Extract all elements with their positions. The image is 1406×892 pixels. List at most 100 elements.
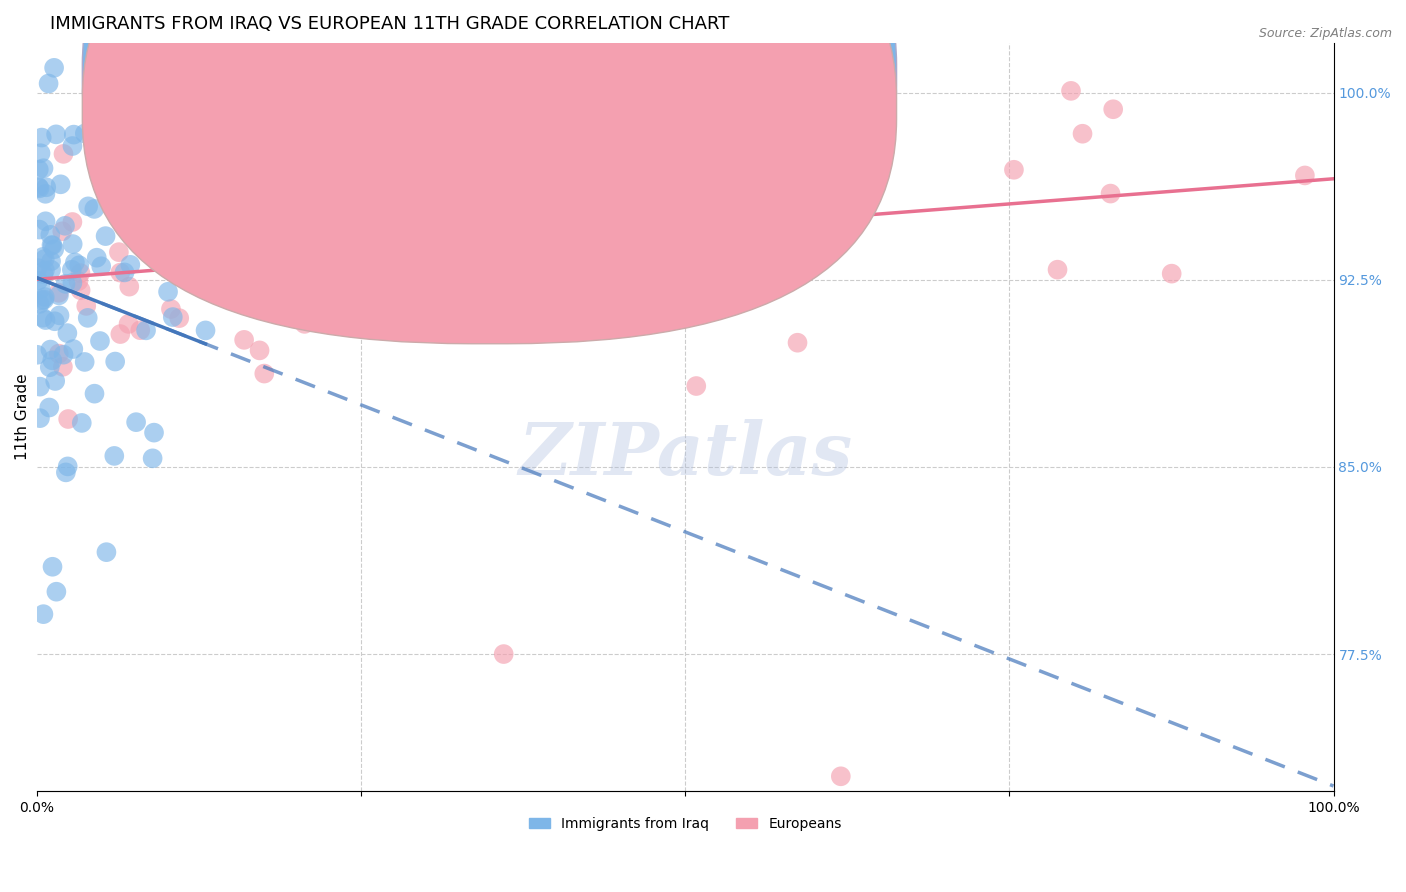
Point (695, 166, 717, 180)
Point (1294, 169, 1316, 183)
Point (76, 310, 98, 325)
Point (39, 227, 62, 242)
Point (330, 136, 353, 151)
Point (558, 309, 581, 323)
Text: IMMIGRANTS FROM IRAQ VS EUROPEAN 11TH GRADE CORRELATION CHART: IMMIGRANTS FROM IRAQ VS EUROPEAN 11TH GR… (49, 15, 730, 33)
Point (202, 265, 225, 279)
Point (104, 354, 127, 368)
Point (28, 162, 51, 177)
Point (39, 254, 62, 268)
Point (31, 130, 53, 145)
Point (86, 251, 108, 265)
Point (307, 168, 329, 182)
Point (45, 584, 67, 599)
Point (233, 252, 256, 266)
Point (30, 146, 52, 161)
Point (1071, 127, 1094, 141)
Point (56, 459, 79, 474)
Point (129, 323, 152, 337)
Point (55, 277, 77, 291)
Point (41, 238, 63, 252)
Point (579, 252, 602, 266)
Point (120, 258, 142, 272)
Point (583, 159, 606, 173)
Y-axis label: 11th Grade: 11th Grade (15, 374, 30, 460)
Point (39, 343, 62, 357)
Point (447, 186, 470, 201)
Point (645, 169, 668, 183)
Point (30, 282, 52, 296)
Text: Source: ZipAtlas.com: Source: ZipAtlas.com (1258, 27, 1392, 40)
Point (533, 325, 555, 339)
Point (1060, 84, 1083, 98)
Point (62, 139, 84, 153)
Point (780, 213, 803, 227)
Point (125, 415, 148, 429)
Point (62, 215, 84, 229)
Point (27, 274, 49, 288)
Point (34, 313, 56, 327)
Point (200, 208, 222, 222)
Point (44, 314, 66, 328)
Point (405, 284, 427, 298)
Point (322, 310, 344, 325)
Point (62, 237, 84, 252)
Legend: Immigrants from Iraq, Europeans: Immigrants from Iraq, Europeans (523, 812, 848, 837)
Point (603, 263, 626, 277)
Point (316, 231, 339, 245)
Point (32, 267, 55, 281)
Point (55, 466, 77, 480)
Point (41, 559, 63, 574)
Point (689, 164, 711, 178)
Point (35, 180, 58, 194)
Point (32, 293, 55, 307)
Point (786, 335, 808, 350)
Point (749, 65, 772, 79)
Point (38, 401, 60, 415)
Point (321, 217, 343, 231)
Point (32, 607, 55, 622)
Point (314, 172, 336, 186)
Point (94, 229, 117, 244)
Point (231, 258, 253, 272)
Point (157, 285, 180, 299)
Point (167, 311, 190, 326)
Point (60, 262, 83, 277)
Point (60, 276, 83, 290)
Point (67, 274, 90, 288)
Point (27, 260, 49, 275)
Point (83, 386, 105, 401)
Point (240, 301, 263, 315)
Point (63, 255, 86, 269)
Point (117, 317, 139, 331)
Point (114, 265, 136, 279)
Point (62, 128, 84, 142)
Point (143, 425, 166, 440)
Point (873, 61, 896, 75)
Point (226, 200, 249, 214)
Point (41, 238, 63, 252)
Text: R = -0.163   N =  84: R = -0.163 N = 84 (523, 77, 692, 95)
Point (32, 161, 55, 176)
Point (162, 310, 184, 324)
Point (1046, 262, 1069, 277)
Point (167, 171, 190, 186)
Point (38, 360, 60, 375)
Point (770, 166, 793, 180)
Point (28, 181, 51, 195)
FancyBboxPatch shape (451, 50, 841, 162)
Point (217, 263, 239, 277)
Point (606, 165, 628, 179)
Point (28, 411, 51, 425)
Point (90, 260, 112, 274)
Point (451, 261, 474, 276)
Point (110, 327, 132, 342)
Point (463, 226, 485, 240)
Point (34, 263, 56, 277)
Point (194, 323, 217, 337)
Point (34, 214, 56, 228)
Point (48, 288, 70, 302)
Point (38, 77, 60, 91)
Point (83, 202, 105, 216)
Point (515, 145, 537, 160)
